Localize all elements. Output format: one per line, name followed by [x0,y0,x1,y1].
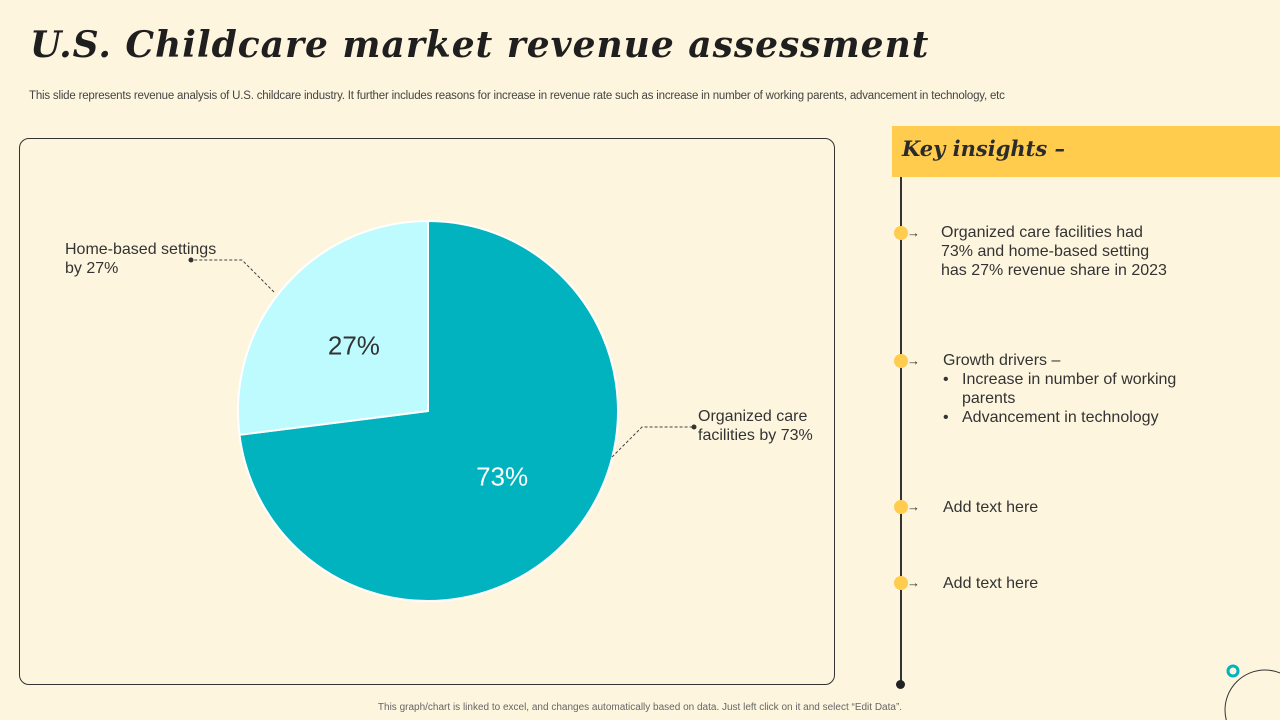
pie-label-home-based: 27% [328,331,380,361]
timeline-end-dot [896,680,905,689]
insight-item-2: Growth drivers – Increase in number of w… [943,351,1203,427]
timeline-dot-1 [894,226,908,240]
footer-note: This graph/chart is linked to excel, and… [377,702,903,713]
leader-dot-home-based [188,257,194,263]
arrow-right-icon: → [907,575,920,590]
arrow-right-icon: → [907,225,920,240]
insight-item-3[interactable]: Add text here [943,499,1039,516]
pie-chart[interactable]: 73% 27% [20,139,836,686]
insight-bullet-list: Increase in number of working parents Ad… [943,370,1203,427]
decorative-circle-icon [1224,664,1280,720]
insight-item-1: Organized care facilities had 73% and ho… [941,224,1167,279]
pie-label-organized: 73% [476,461,528,491]
arrow-right-icon: → [907,353,920,368]
timeline-dot-4 [894,576,908,590]
callout-home-based: Home-based settings by 27% [65,241,217,277]
chart-container[interactable]: 73% 27% Home-based settings by 27% Organi… [19,138,835,685]
callout-organized: Organized care facilities by 73% [698,408,813,444]
slide-subtitle: This slide represents revenue analysis o… [29,90,1005,102]
leader-dot-organized [691,424,697,430]
pie-slice-home-based[interactable] [237,219,429,436]
insight-bullet: Advancement in technology [943,408,1203,427]
timeline-dot-3 [894,500,908,514]
arrow-right-icon: → [907,499,920,514]
leader-line-home-based [192,259,275,293]
insight-item-4[interactable]: Add text here [943,575,1039,592]
timeline-dot-2 [894,354,908,368]
slide-title: U.S. Childcare market revenue assessment [30,24,930,66]
insights-header: Key insights – [892,126,1280,177]
timeline-line [900,177,902,684]
insight-item-2-heading: Growth drivers – [943,352,1061,369]
insight-bullet: Increase in number of working parents [943,370,1203,408]
insights-title: Key insights – [902,136,1065,161]
leader-line-organized [611,426,693,458]
